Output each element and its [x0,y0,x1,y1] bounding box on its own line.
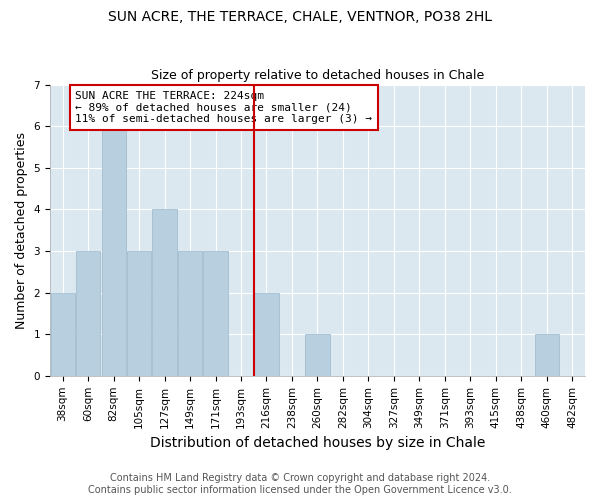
Bar [152,210,176,376]
X-axis label: Distribution of detached houses by size in Chale: Distribution of detached houses by size … [150,436,485,450]
Bar [178,251,202,376]
Bar [101,126,126,376]
Bar [50,292,75,376]
Bar [254,292,278,376]
Bar [76,251,100,376]
Text: Contains HM Land Registry data © Crown copyright and database right 2024.
Contai: Contains HM Land Registry data © Crown c… [88,474,512,495]
Title: Size of property relative to detached houses in Chale: Size of property relative to detached ho… [151,69,484,82]
Bar [535,334,559,376]
Bar [203,251,227,376]
Text: SUN ACRE, THE TERRACE, CHALE, VENTNOR, PO38 2HL: SUN ACRE, THE TERRACE, CHALE, VENTNOR, P… [108,10,492,24]
Bar [305,334,329,376]
Bar [127,251,151,376]
Text: SUN ACRE THE TERRACE: 224sqm
← 89% of detached houses are smaller (24)
11% of se: SUN ACRE THE TERRACE: 224sqm ← 89% of de… [76,91,373,124]
Y-axis label: Number of detached properties: Number of detached properties [15,132,28,328]
